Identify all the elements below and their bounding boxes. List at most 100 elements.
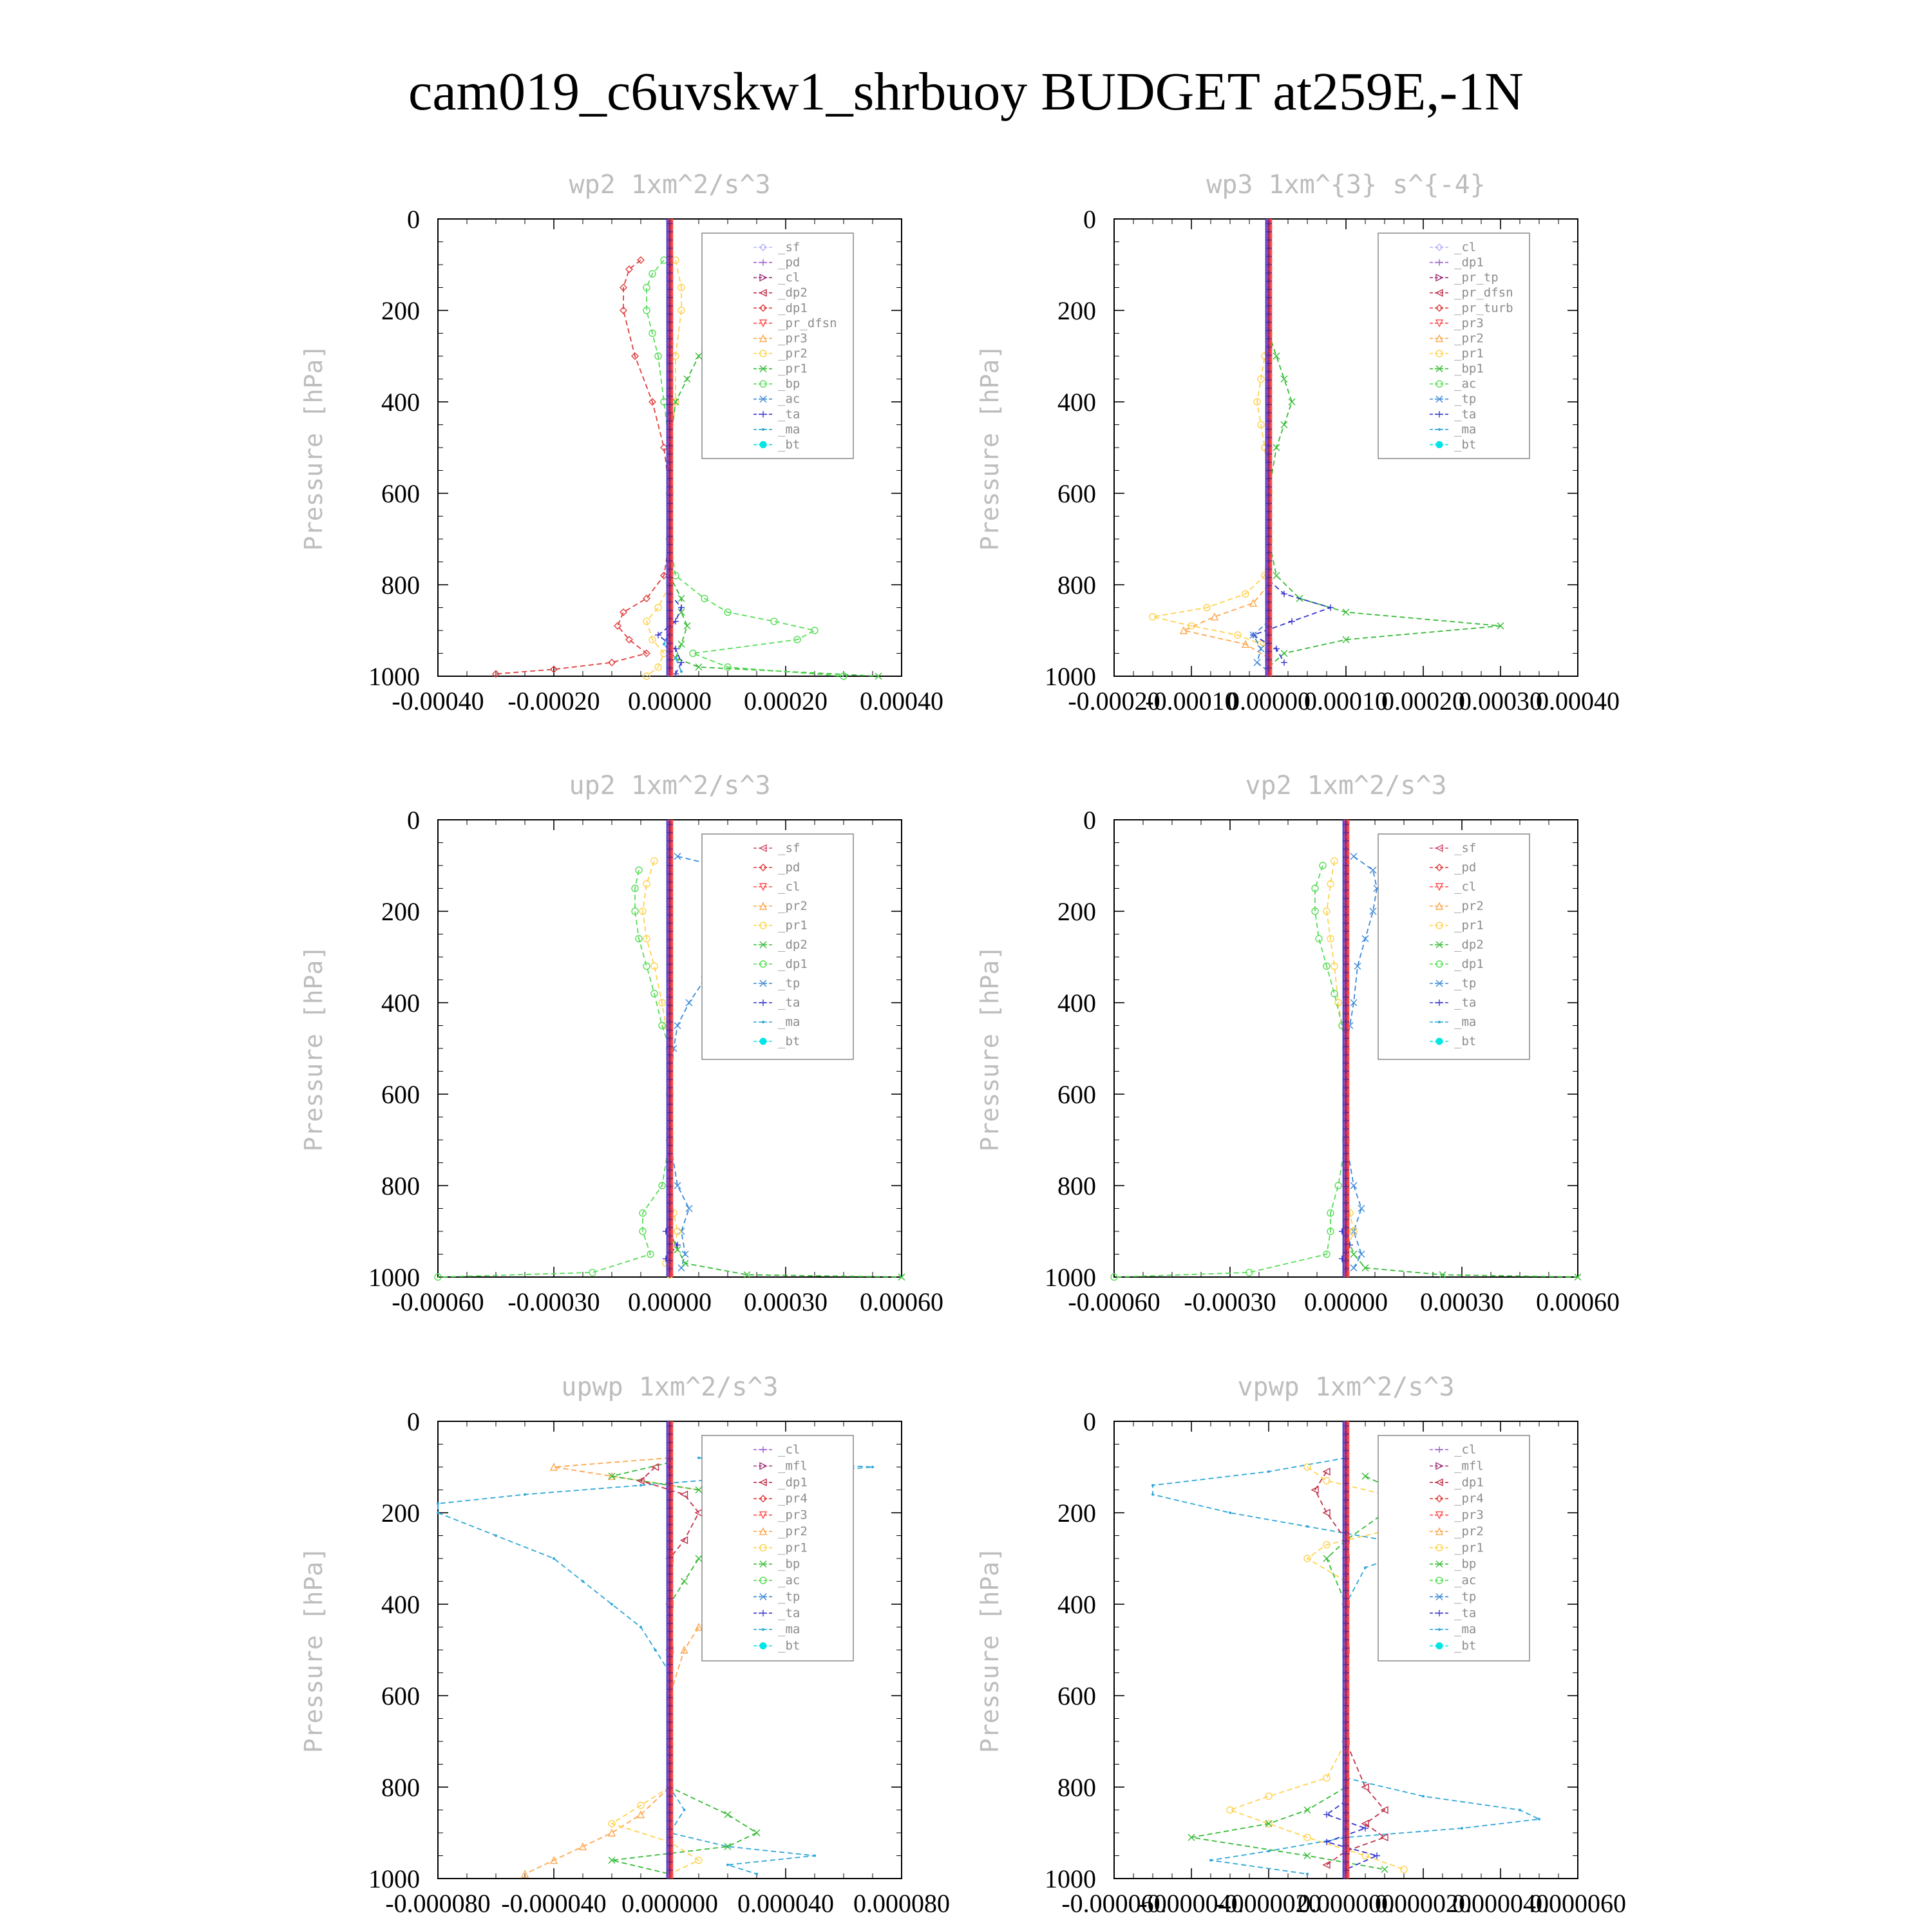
zero-profile-marker [1265,467,1272,474]
zero-profile-marker [1265,319,1272,326]
zero-profile-marker [1343,1817,1349,1824]
y-tick-label: 200 [1057,296,1096,325]
zero-profile-marker [1343,1694,1349,1701]
data-point [1327,1209,1334,1217]
data-point [1253,398,1261,406]
zero-profile-marker [667,228,673,235]
zero-profile-marker [1343,854,1349,861]
legend-label: _tp [1454,392,1476,406]
data-point [677,1264,685,1272]
zero-profile-marker [1343,1530,1349,1537]
legend-marker [1435,1495,1443,1503]
legend-marker [1438,428,1441,431]
data-point [677,307,685,314]
zero-profile-marker [667,632,673,639]
zero-profile-marker [1343,1224,1349,1231]
legend-label: _pr_turb [1454,301,1513,315]
data-point [1265,1792,1273,1800]
data-point [695,1486,703,1493]
x-tick-label: -0.00020 [1068,687,1160,715]
zero-profile-marker [667,591,673,598]
data-point [1151,1484,1154,1487]
series-line [1314,1471,1386,1866]
legend-marker [1435,440,1443,448]
y-tick-label: 600 [381,1080,420,1109]
series-_dp1 [1311,1467,1388,1869]
zero-profile-marker [1343,862,1349,869]
legend-marker [1435,1642,1443,1650]
zero-profile-marker [667,1447,673,1454]
zero-profile-marker [1265,615,1272,622]
zero-profile-marker [667,417,673,424]
data-point [677,609,685,616]
zero-profile-marker [1343,1834,1349,1841]
zero-profile-marker [1265,607,1272,614]
zero-profile-marker [667,598,673,605]
legend-box [1378,232,1530,459]
zero-profile-marker [667,862,673,869]
zero-profile-marker [1343,911,1349,918]
legend-label: _pr2 [1454,331,1484,345]
zero-profile-marker [1343,1604,1349,1611]
zero-profile-marker [1265,236,1272,243]
x-tick-label: 0.00030 [744,1287,828,1316]
zero-profile-marker [1343,1488,1349,1495]
legend-label: _pr2 [778,1524,808,1539]
data-point [679,1536,688,1544]
y-tick-label: 0 [1083,1407,1096,1436]
zero-profile-marker [1265,450,1272,457]
data-point [1350,853,1358,860]
legend-label: _dp1 [778,957,808,971]
zero-profile-marker [667,302,673,309]
zero-profile-marker [1343,829,1349,836]
data-point [1322,1467,1331,1476]
data-point [1323,1811,1330,1818]
zero-profile-marker [667,920,673,927]
data-point [1380,1833,1388,1842]
data-point [898,1273,905,1281]
zero-profile-marker [667,1578,673,1586]
zero-profile-marker [667,1480,673,1487]
zero-profile-marker [667,1002,673,1009]
zero-profile-marker [1343,1859,1349,1866]
legend-marker [1435,319,1444,328]
zero-profile-marker [667,854,673,861]
data-point [694,1622,703,1631]
zero-profile-marker [667,1175,673,1182]
data-point [1323,1540,1331,1549]
data-point [726,1863,729,1866]
zero-profile-marker [667,319,673,326]
data-point [678,659,685,666]
legend-label: _pr4 [1454,1492,1484,1506]
data-point [649,270,656,278]
zero-profile-marker [667,310,673,317]
zero-profile-marker [667,985,673,992]
zero-profile-marker [667,1216,673,1223]
legend-marker [1435,864,1443,871]
data-point [1229,1511,1231,1514]
data-point [685,1205,693,1212]
y-tick-label: 400 [1057,388,1096,417]
zero-profile-marker [1343,928,1349,935]
legend-marker [759,1544,767,1552]
legend: _sf _pd_cl_dp2_dp1_pr_dfsn_pr3_pr2_pr1_bp… [701,232,854,459]
zero-profile-marker [1343,1760,1349,1767]
zero-profile-marker [1265,393,1272,400]
y-tick-label: 1000 [1045,1864,1096,1893]
data-point [724,1842,732,1850]
data-point [620,608,627,616]
data-point [793,636,801,643]
zero-profile-marker [1265,269,1272,276]
zero-profile-marker [1343,1480,1349,1487]
zero-profile-marker [1343,1166,1349,1173]
x-tick-label: 0.00020 [1381,687,1465,715]
zero-profile-marker [1343,1686,1349,1693]
legend-marker [1436,259,1443,266]
zero-profile-marker [667,1464,673,1470]
zero-profile-marker [667,1653,673,1660]
zero-profile-marker [667,1752,673,1759]
legend-label: _pr3 [1454,1508,1484,1522]
panel-title: upwp 1xm^2/s^3 [561,1372,778,1402]
data-point [1538,1817,1540,1821]
data-point [695,352,703,360]
